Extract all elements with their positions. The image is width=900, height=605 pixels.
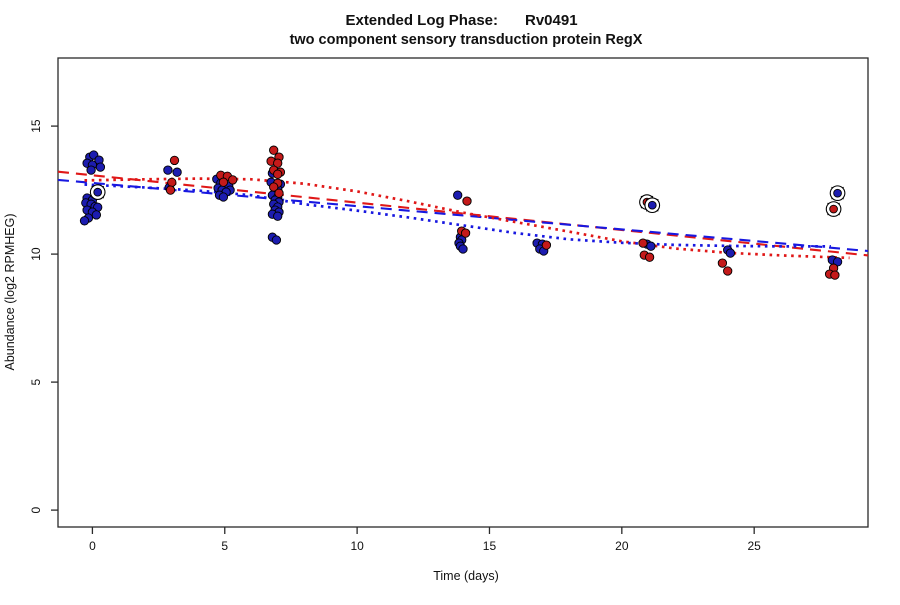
circled-point-blue-condition [93,187,103,197]
data-point-red-condition [273,169,283,179]
data-point-red-condition [274,188,284,198]
data-point-blue-condition [218,192,229,202]
data-point-blue-condition [95,162,106,172]
x-tick-label: 15 [483,539,497,553]
x-tick-label: 10 [350,539,364,553]
data-point-red-condition [167,177,177,188]
plot-border [57,57,869,528]
data-point-blue-condition [453,190,463,200]
data-point-blue-condition [273,211,283,221]
x-tick-label: 20 [615,539,629,553]
x-tick-label: 5 [221,539,228,553]
data-point-blue-condition [458,244,468,254]
data-point-red-condition [638,238,648,248]
y-tick-label: 15 [29,119,43,133]
y-tick-label: 0 [29,506,43,513]
x-axis-label: Time (days) [433,569,499,583]
data-point-blue-condition [271,235,282,245]
y-tick-label: 5 [29,378,43,385]
plot-marks: 0 5 10 15 20 25 0 5 10 15 [29,57,869,553]
trend-line-red-linear-fit [57,170,869,257]
x-tick-label: 25 [747,539,761,553]
trend-line-blue-linear-fit [57,178,869,253]
data-point-red-condition [269,182,279,192]
data-point-red-condition [460,228,471,238]
data-point-red-condition [269,145,279,155]
data-point-red-condition [165,185,176,195]
trend-line-red-smooth-fit [84,177,850,260]
y-tick-label: 10 [29,247,43,261]
chart-subtitle: two component sensory transduction prote… [290,32,643,48]
circled-point-blue-condition [833,188,842,198]
data-point-blue-condition [172,167,182,177]
x-tick-label: 0 [89,539,96,553]
data-point-red-condition [273,158,283,168]
data-point-blue-condition [86,165,96,175]
chart-title-left: Extended Log Phase: [345,12,498,29]
circled-point-red-condition [829,204,838,214]
data-point-red-condition [541,240,552,250]
circled-point-blue-condition [647,200,657,210]
data-point-red-condition [218,177,229,187]
data-point-red-condition [462,196,472,206]
chart-title-gene: Rv0491 [525,12,578,29]
data-point-blue-condition [163,165,173,175]
y-axis-label: Abundance (log2 RPMHEG) [3,213,17,370]
data-point-red-condition [830,270,840,280]
data-point-red-condition [723,266,733,276]
data-point-red-condition [717,258,728,268]
data-point-red-condition [644,252,655,262]
data-point-blue-condition [646,241,656,251]
data-point-blue-condition [91,210,102,220]
data-point-red-condition [228,175,238,185]
data-point-red-condition [169,155,180,166]
data-point-blue-condition [79,216,90,226]
data-point-blue-condition [725,248,736,258]
